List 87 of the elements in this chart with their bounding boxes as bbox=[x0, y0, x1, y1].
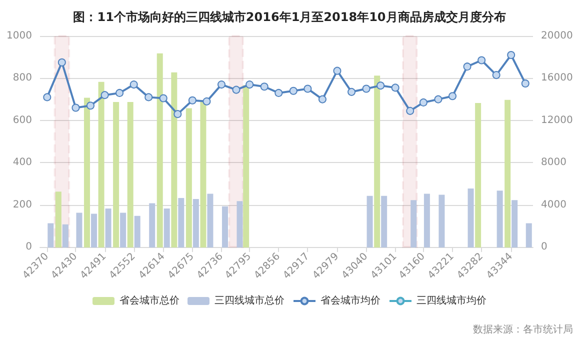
point bbox=[318, 95, 326, 104]
bar bbox=[526, 223, 532, 248]
source-note: 数据来源：各市统计局 bbox=[473, 324, 573, 336]
bar bbox=[156, 53, 163, 248]
bar bbox=[410, 200, 417, 248]
bar bbox=[504, 100, 511, 248]
bar bbox=[127, 102, 134, 248]
point bbox=[333, 66, 342, 75]
bar bbox=[496, 190, 503, 248]
bar bbox=[366, 196, 373, 248]
bar bbox=[381, 196, 388, 248]
y2-tick-label: 12000 bbox=[541, 114, 573, 126]
point bbox=[58, 58, 66, 66]
point bbox=[521, 79, 530, 88]
point bbox=[100, 91, 109, 100]
point bbox=[463, 62, 472, 71]
point bbox=[391, 84, 400, 92]
bar bbox=[207, 194, 214, 248]
bar bbox=[424, 194, 430, 248]
legend-label: 三四线城市总价 bbox=[214, 294, 284, 306]
point bbox=[130, 80, 138, 89]
bar bbox=[149, 203, 156, 248]
point bbox=[492, 71, 500, 80]
point bbox=[406, 106, 414, 115]
bar bbox=[171, 72, 178, 248]
point bbox=[43, 93, 52, 102]
bar bbox=[120, 212, 126, 248]
bar bbox=[236, 201, 243, 248]
point bbox=[188, 96, 196, 104]
bar bbox=[192, 199, 199, 248]
point bbox=[348, 88, 356, 96]
bar bbox=[186, 108, 192, 248]
bar bbox=[90, 214, 97, 248]
bar bbox=[113, 102, 120, 248]
y2-tick-label: 8000 bbox=[541, 157, 566, 168]
point bbox=[72, 104, 80, 112]
bar bbox=[438, 194, 445, 248]
legend-label: 省会城市均价 bbox=[320, 294, 380, 306]
y-tick-label: 200 bbox=[12, 199, 32, 210]
point bbox=[448, 92, 456, 100]
point bbox=[478, 56, 486, 64]
bar bbox=[76, 212, 82, 248]
point bbox=[159, 94, 168, 102]
bar bbox=[98, 82, 104, 248]
y2-tick-label: 4000 bbox=[541, 199, 566, 210]
bar bbox=[222, 206, 228, 248]
y-tick-label: 0 bbox=[26, 242, 32, 252]
y2-tick-label: 0 bbox=[541, 242, 548, 252]
legend-label: 省会城市总价 bbox=[120, 294, 180, 306]
point bbox=[174, 110, 182, 118]
point bbox=[304, 84, 312, 93]
point bbox=[289, 86, 298, 95]
bar bbox=[105, 208, 112, 248]
point bbox=[202, 97, 211, 106]
bar bbox=[48, 223, 54, 248]
bar bbox=[55, 192, 62, 248]
bar bbox=[512, 200, 518, 248]
point bbox=[86, 102, 94, 110]
point bbox=[116, 88, 124, 97]
y-tick-label: 800 bbox=[12, 72, 32, 84]
bar bbox=[178, 198, 184, 248]
point bbox=[507, 50, 516, 59]
point bbox=[274, 88, 283, 97]
bar bbox=[62, 224, 68, 248]
y-tick-label: 400 bbox=[12, 157, 32, 168]
point bbox=[232, 86, 240, 94]
point bbox=[246, 80, 254, 89]
point bbox=[376, 82, 385, 90]
bar bbox=[468, 188, 474, 248]
point bbox=[144, 93, 153, 102]
chart-title: 图：11个市场向好的三四线城市2016年1月至2018年10月商品房成交月度分布 bbox=[73, 10, 506, 24]
y-tick-label: 600 bbox=[12, 114, 32, 126]
point bbox=[434, 95, 442, 104]
point bbox=[217, 80, 226, 89]
bar bbox=[134, 216, 140, 248]
legend-label: 三四线城市均价 bbox=[416, 294, 486, 306]
point bbox=[260, 82, 268, 91]
point bbox=[419, 98, 428, 106]
bar bbox=[84, 98, 90, 248]
bar bbox=[200, 102, 206, 248]
y2-tick-label: 20000 bbox=[541, 30, 573, 42]
bar bbox=[164, 208, 170, 248]
point bbox=[362, 84, 370, 93]
y2-tick-label: 16000 bbox=[541, 72, 573, 84]
y-tick-label: 1000 bbox=[6, 30, 32, 42]
bar bbox=[374, 76, 380, 248]
bar bbox=[475, 103, 482, 248]
